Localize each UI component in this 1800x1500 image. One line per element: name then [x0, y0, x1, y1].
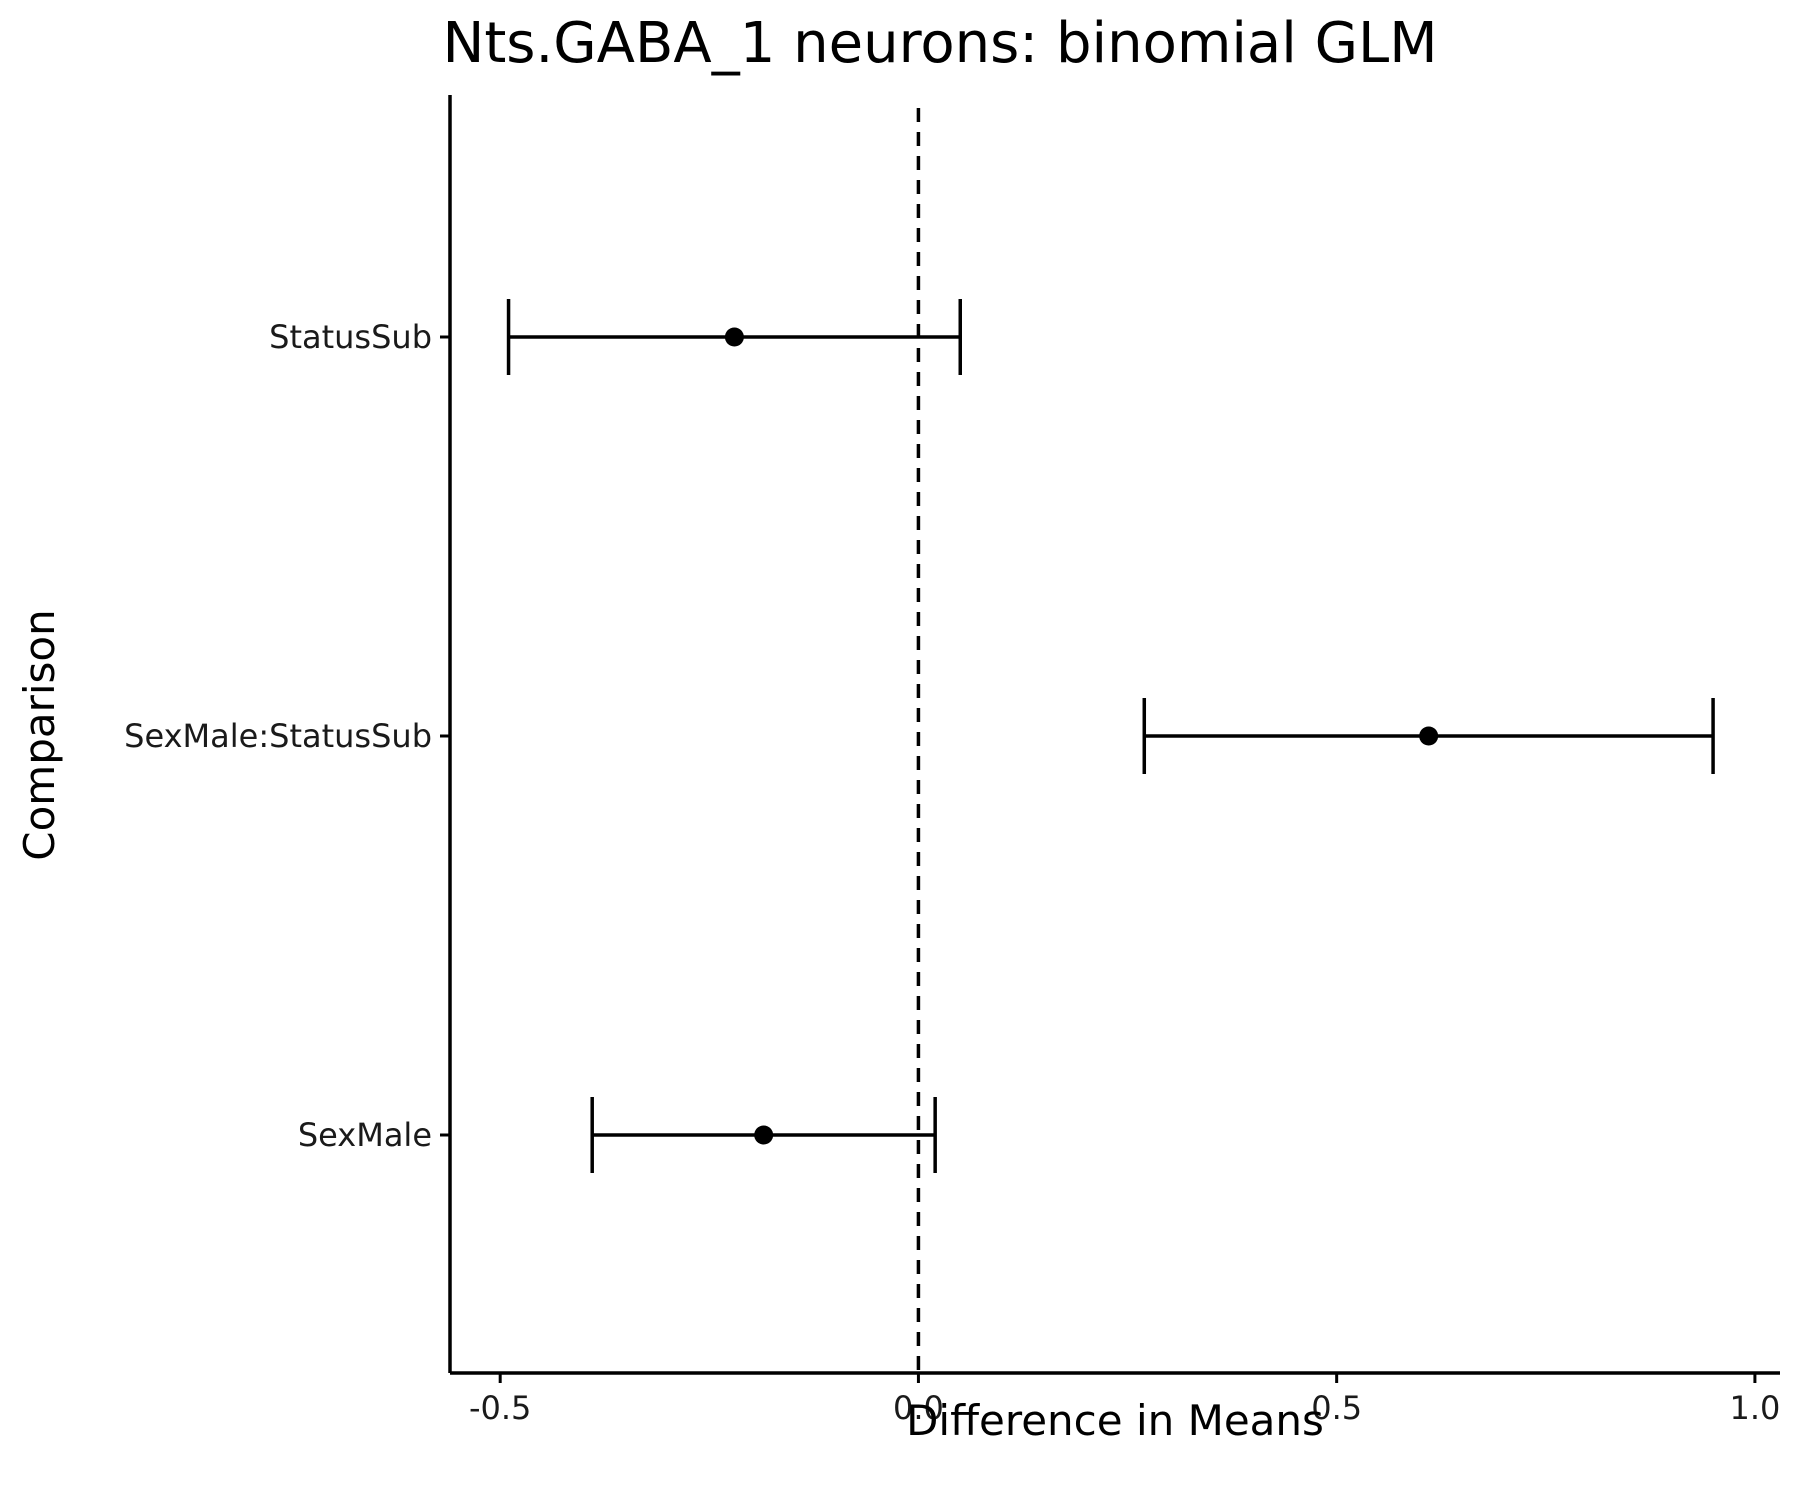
x-tick-label: 0.5: [1311, 1389, 1362, 1427]
y-tick-label-sexmale: SexMale: [298, 1116, 432, 1154]
x-axis-ticks: -0.5 0.0 0.5 1.0: [469, 1373, 1780, 1427]
points-group: [724, 327, 1439, 1145]
y-tick-label-sexmale-statussub: SexMale:StatusSub: [124, 717, 432, 755]
x-axis-title: Difference in Means: [906, 1396, 1324, 1445]
plot-area: [506, 108, 1715, 1373]
x-tick-label: 1.0: [1729, 1389, 1780, 1427]
errorbars-group: [506, 299, 1715, 1173]
point-estimate-statussub: [724, 327, 744, 347]
point-estimate-sexmale-statussub: [1419, 726, 1439, 746]
x-tick-label: 0.0: [893, 1389, 944, 1427]
point-estimate-sexmale: [754, 1125, 774, 1145]
y-tick-label-statussub: StatusSub: [269, 318, 432, 356]
chart-title: Nts.GABA_1 neurons: binomial GLM: [442, 11, 1437, 76]
y-axis-title: Comparison: [15, 609, 64, 860]
x-tick-label: -0.5: [469, 1389, 531, 1427]
y-axis-ticks: StatusSub SexMale:StatusSub SexMale: [124, 318, 450, 1154]
